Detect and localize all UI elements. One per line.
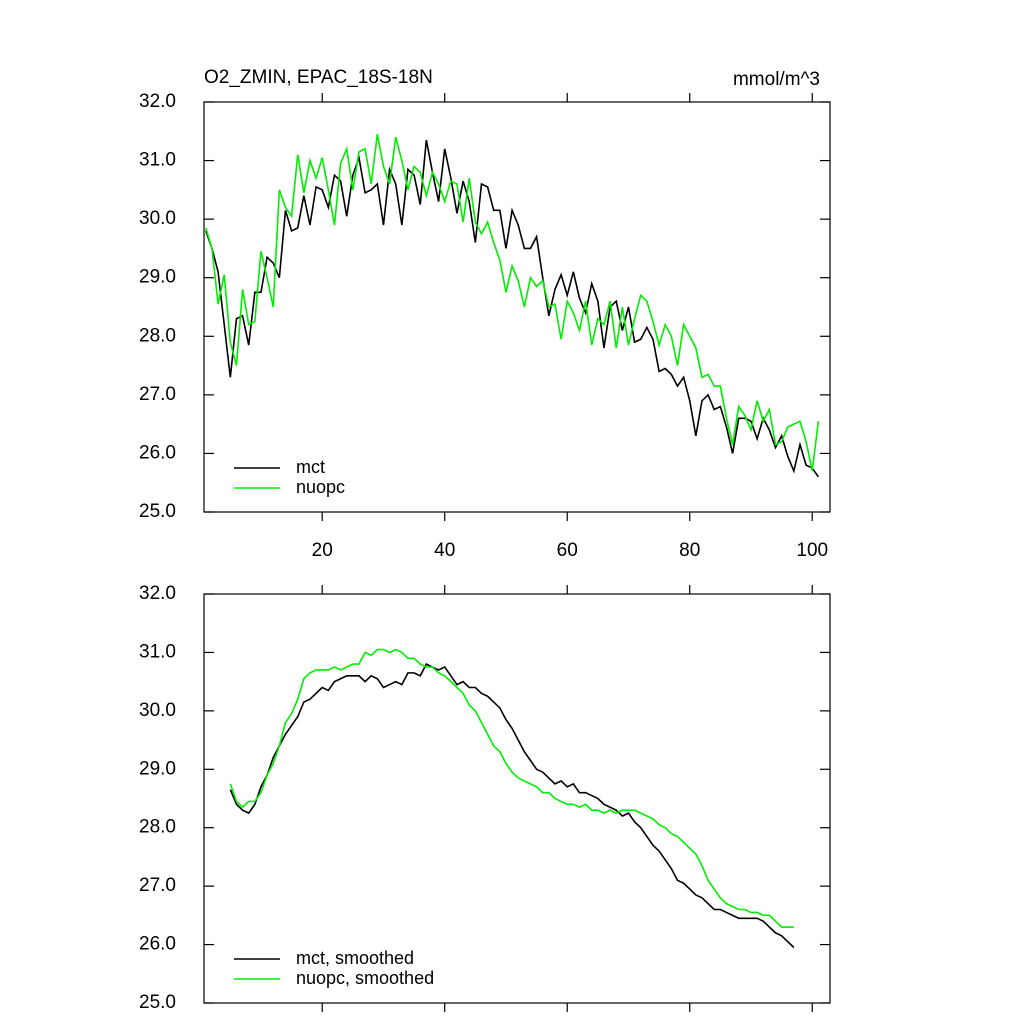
legend-label: nuopc <box>296 477 345 497</box>
y-tick-label: 25.0 <box>139 992 176 1013</box>
y-tick-label: 30.0 <box>139 208 176 229</box>
y-tick-label: 31.0 <box>139 150 176 171</box>
series-line <box>205 134 820 472</box>
plot-frame <box>203 593 831 1004</box>
x-tick-label: 40 <box>434 540 455 561</box>
units-label: mmol/m^3 <box>733 69 820 90</box>
y-tick-label: 32.0 <box>139 583 176 604</box>
legend-label: nuopc, smoothed <box>296 968 434 988</box>
series-line <box>229 663 795 949</box>
legend-label: mct, smoothed <box>296 948 414 968</box>
y-tick-label: 26.0 <box>139 442 176 463</box>
plot-frame <box>203 101 831 513</box>
y-tick-label: 26.0 <box>139 934 176 955</box>
y-tick-label: 28.0 <box>139 817 176 838</box>
x-tick-label: 60 <box>557 540 578 561</box>
series-line <box>205 139 820 478</box>
x-tick-label: 20 <box>312 540 333 561</box>
y-tick-label: 28.0 <box>139 325 176 346</box>
y-tick-label: 25.0 <box>139 501 176 522</box>
y-tick-label: 30.0 <box>139 700 176 721</box>
x-tick-label: 100 <box>796 540 828 561</box>
y-tick-label: 27.0 <box>139 384 176 405</box>
legend-label: mct <box>296 457 325 477</box>
series-line <box>229 648 794 928</box>
y-tick-label: 27.0 <box>139 875 176 896</box>
y-tick-label: 29.0 <box>139 267 176 288</box>
y-tick-label: 32.0 <box>139 91 176 112</box>
chart-title: O2_ZMIN, EPAC_18S-18N <box>204 67 433 88</box>
x-tick-label: 80 <box>679 540 700 561</box>
y-tick-label: 29.0 <box>139 758 176 779</box>
y-tick-label: 31.0 <box>139 641 176 662</box>
